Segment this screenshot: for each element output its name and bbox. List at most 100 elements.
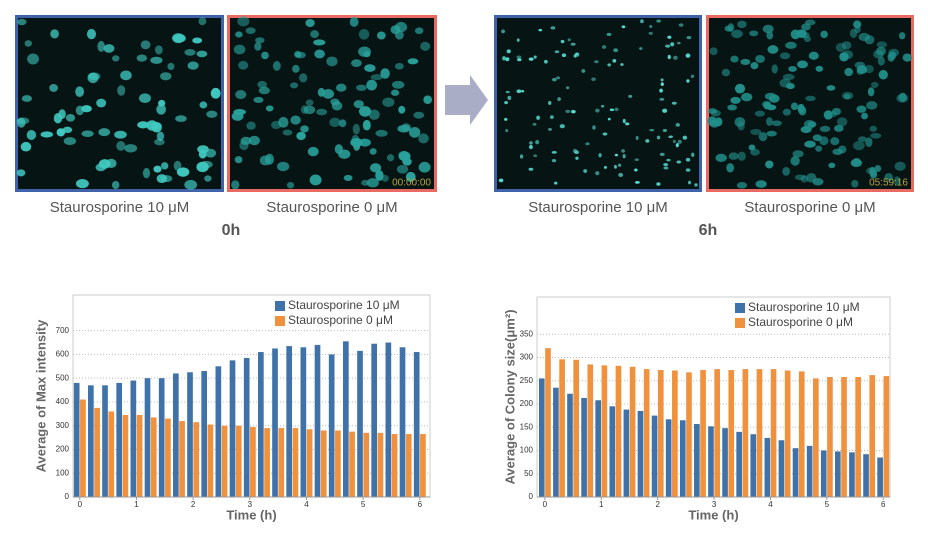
bar — [144, 378, 151, 497]
cell — [614, 164, 617, 169]
bar — [820, 450, 827, 497]
cell — [668, 135, 673, 139]
cell — [87, 72, 99, 84]
cell — [237, 16, 250, 27]
cell — [612, 59, 617, 63]
cell — [618, 172, 624, 178]
cell — [349, 17, 359, 27]
cell — [649, 25, 653, 28]
cell — [764, 92, 777, 100]
cell — [98, 128, 111, 137]
cell — [398, 105, 406, 114]
cell — [677, 139, 682, 144]
x-axis-label: Time (h) — [226, 507, 276, 522]
cell — [874, 165, 882, 173]
image-label: Staurosporine 10 μM — [528, 199, 668, 216]
cell — [851, 179, 859, 188]
cell — [117, 85, 126, 96]
cell — [560, 39, 565, 44]
cell — [870, 132, 882, 139]
cell — [56, 128, 66, 137]
cell — [805, 95, 816, 102]
cell — [877, 56, 885, 66]
cell — [363, 51, 371, 58]
cell — [338, 149, 351, 159]
cell — [750, 62, 759, 70]
cell — [175, 115, 187, 122]
cell — [865, 137, 873, 148]
cell — [676, 160, 682, 164]
cell — [667, 54, 671, 60]
cell — [662, 129, 668, 133]
y-tick-label: 0 — [529, 492, 534, 501]
bar — [553, 387, 559, 497]
cell — [790, 102, 798, 111]
cell — [112, 55, 120, 62]
cell — [841, 41, 852, 50]
cell — [665, 44, 671, 48]
bar — [150, 417, 157, 497]
cell — [103, 44, 115, 53]
cell — [535, 140, 540, 145]
bar — [770, 369, 777, 497]
cell — [538, 28, 543, 32]
cell — [598, 153, 602, 158]
cell — [146, 120, 158, 131]
cell — [111, 180, 120, 190]
cell — [155, 45, 163, 55]
y-tick-label: 350 — [520, 329, 534, 338]
cell — [609, 108, 615, 112]
cell — [687, 180, 692, 185]
cell — [667, 35, 672, 39]
cell — [554, 181, 558, 185]
cell — [49, 84, 58, 92]
cell — [686, 36, 692, 40]
y-tick-label: 400 — [56, 397, 70, 406]
cell — [75, 179, 89, 189]
cell — [574, 150, 579, 155]
x-axis-label: Time (h) — [688, 507, 738, 522]
cell — [331, 101, 343, 111]
cell — [16, 169, 26, 177]
cell — [370, 163, 382, 173]
bar — [116, 382, 123, 497]
cell — [628, 94, 633, 98]
cell — [504, 117, 508, 121]
bar — [314, 344, 321, 497]
bar — [385, 342, 392, 497]
cell — [62, 126, 73, 134]
cell — [528, 167, 534, 171]
cell — [673, 55, 678, 60]
cell — [566, 86, 570, 90]
cell — [682, 135, 688, 140]
cell — [407, 58, 419, 65]
bar — [567, 393, 573, 497]
cell — [396, 164, 409, 174]
bar — [235, 425, 242, 497]
cell — [114, 130, 127, 139]
cell — [40, 131, 53, 138]
bar — [158, 378, 165, 497]
cell — [685, 53, 691, 58]
cell — [423, 95, 433, 104]
bar — [869, 375, 876, 497]
bar — [250, 426, 256, 497]
bar — [108, 411, 115, 497]
cell — [257, 80, 268, 89]
cell — [556, 76, 561, 80]
cell — [26, 129, 37, 140]
cell — [876, 41, 887, 49]
bar — [665, 419, 672, 497]
cell — [176, 167, 190, 177]
cell — [198, 17, 207, 26]
cell — [192, 37, 203, 44]
cell — [351, 134, 360, 146]
cell — [749, 30, 759, 37]
bar — [629, 366, 636, 497]
cell — [160, 72, 172, 81]
cell — [544, 59, 548, 64]
cell — [548, 128, 552, 131]
cell — [714, 117, 723, 127]
cell — [351, 59, 362, 67]
cell — [529, 141, 533, 145]
